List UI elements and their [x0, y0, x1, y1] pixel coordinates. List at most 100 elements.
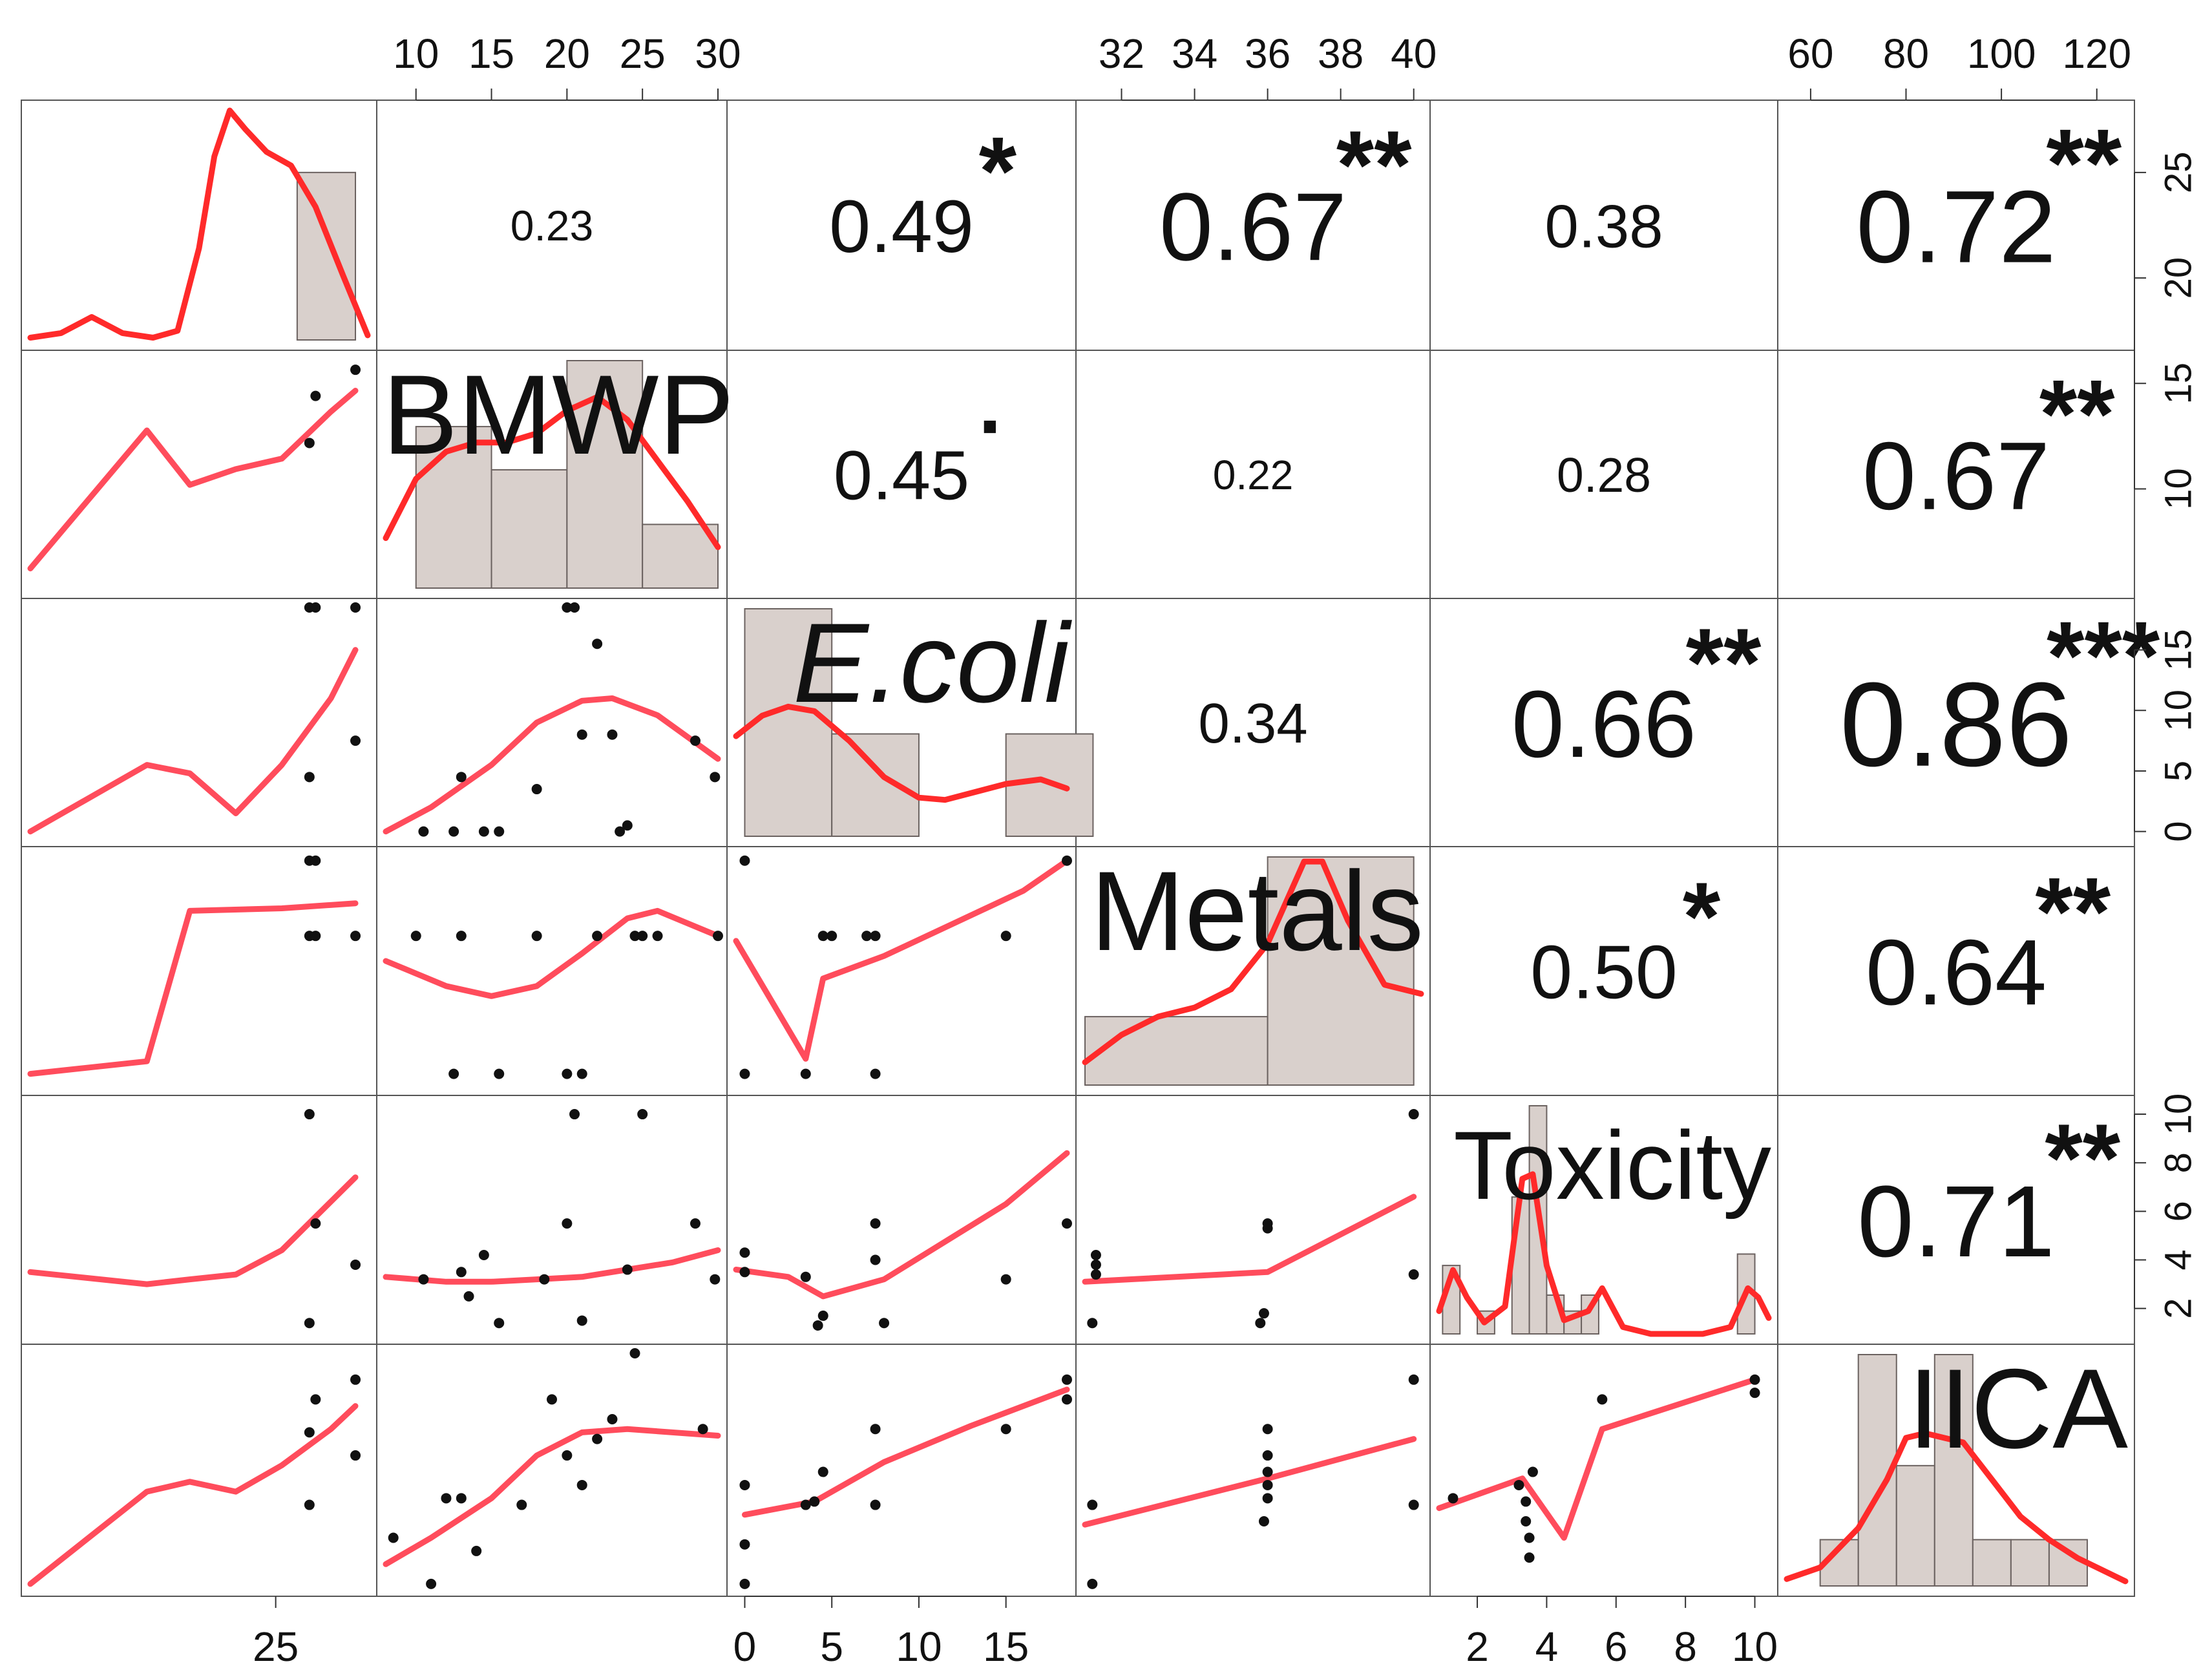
smooth-curve [1082, 1194, 1417, 1285]
significance-stars: ** [2039, 359, 2115, 468]
right-axis-label: 8 [2157, 1152, 2199, 1173]
scatter-point [1255, 1318, 1266, 1329]
scatter-point [304, 1109, 315, 1120]
density-curve [27, 107, 371, 341]
scatter-point [739, 855, 750, 866]
smooth-curve [1436, 1377, 1758, 1541]
scatter-point [456, 931, 467, 942]
scatter-point [817, 1310, 828, 1321]
scatter-point [622, 1264, 633, 1275]
right-axis-label: 5 [2157, 761, 2199, 781]
scatter-point [739, 1247, 750, 1258]
scatter-point [817, 931, 828, 942]
significance-stars: ** [1686, 608, 1762, 717]
significance-stars: *** [2047, 601, 2160, 710]
scatter-point [304, 1499, 315, 1510]
scatter-point [800, 1271, 811, 1282]
scatter-point [350, 1374, 361, 1385]
scatter-point [478, 1249, 489, 1260]
scatter-point [592, 1433, 603, 1444]
smooth-curve [733, 1150, 1070, 1300]
scatter-point [410, 931, 421, 942]
scatter-point [310, 390, 321, 401]
scatter-point [576, 1068, 587, 1079]
significance-stars: · [978, 379, 1006, 473]
top-axis-label: 15 [469, 30, 514, 77]
text-layer: 0.23 0.49*0.67**0.38 0.72**0.45·0.22 0.28 0.… [383, 109, 2160, 1472]
smooth-curve [733, 858, 1070, 1062]
top-axis-label: 36 [1245, 30, 1290, 77]
scatter-point [713, 931, 723, 942]
scatter-point [418, 1274, 429, 1285]
top-axis-label: 25 [620, 30, 666, 77]
scatter-point [448, 1068, 459, 1079]
scatter-point [1000, 1424, 1011, 1435]
bottom-axis-label: 0 [733, 1623, 757, 1670]
top-axis-label: 20 [544, 30, 590, 77]
bottom-axis-label: 15 [983, 1623, 1029, 1670]
scatter-point [1262, 1450, 1273, 1461]
smooth-curve [383, 695, 721, 835]
scatter-point [1062, 1374, 1072, 1385]
scatter-point [1000, 931, 1011, 942]
correlation-value: 0.34 [1198, 692, 1307, 755]
scatter-point [516, 1499, 527, 1510]
histogram-bar [642, 523, 719, 589]
bottom-axis-label: 4 [1535, 1623, 1559, 1670]
scatter-point [1448, 1493, 1459, 1504]
density-curve [1784, 1430, 2129, 1585]
smooth-curves [27, 107, 2129, 1587]
smooth-curve [27, 900, 359, 1077]
scatter-point [870, 931, 881, 942]
panel-frame [21, 1344, 377, 1597]
scatter-point [576, 1315, 587, 1326]
significance-stars: ** [2045, 1104, 2120, 1212]
scatter-point [622, 820, 633, 831]
smooth-curve [383, 907, 721, 999]
scatter-point [800, 1499, 811, 1510]
scatter-point [310, 1218, 321, 1229]
correlation-value: 0.49 [829, 185, 974, 268]
scatter-point [1087, 1499, 1098, 1510]
correlation-value: 0.28 [1557, 448, 1651, 502]
scatter-point [494, 1318, 505, 1329]
right-axis-label: 25 [2157, 152, 2199, 194]
scatter-point [531, 784, 542, 795]
histogram-bar [415, 426, 492, 589]
scatter-point [710, 1274, 721, 1285]
scatter-point [1527, 1466, 1538, 1477]
scatter-point [569, 1109, 580, 1120]
panel-frame [726, 1344, 1077, 1597]
scatter-point [1262, 1479, 1273, 1490]
panel-frame [21, 846, 377, 1096]
scatter-point [418, 826, 429, 837]
scatter-point [637, 931, 648, 942]
scatter-point [304, 1427, 315, 1438]
right-axis-label: 10 [2157, 690, 2199, 732]
variable-name: IICA [1908, 1346, 2129, 1472]
scatter-point [592, 931, 603, 942]
histogram-bar [566, 360, 644, 589]
scatter-point [870, 1424, 881, 1435]
right-axis-label: 2 [2157, 1298, 2199, 1319]
histogram-bar [1972, 1539, 2012, 1587]
scatter-point [456, 772, 467, 783]
scatter-point [652, 931, 663, 942]
scatter-point [809, 1496, 820, 1507]
scatter-point [1521, 1516, 1532, 1527]
correlation-value: 0.71 [1857, 1165, 2055, 1278]
scatter-point [471, 1545, 482, 1556]
scatter-point [562, 1450, 573, 1461]
top-axis-label: 10 [393, 30, 439, 77]
scatter-point [1524, 1532, 1535, 1543]
scatter-point [478, 826, 489, 837]
scatter-point [690, 735, 700, 746]
scatter-point [629, 1348, 640, 1358]
bottom-axis-label: 10 [896, 1623, 942, 1670]
density-curve [383, 394, 721, 551]
histogram-bar [296, 171, 357, 341]
scatter-point [1258, 1516, 1269, 1527]
variable-name: BMWP [383, 352, 734, 478]
